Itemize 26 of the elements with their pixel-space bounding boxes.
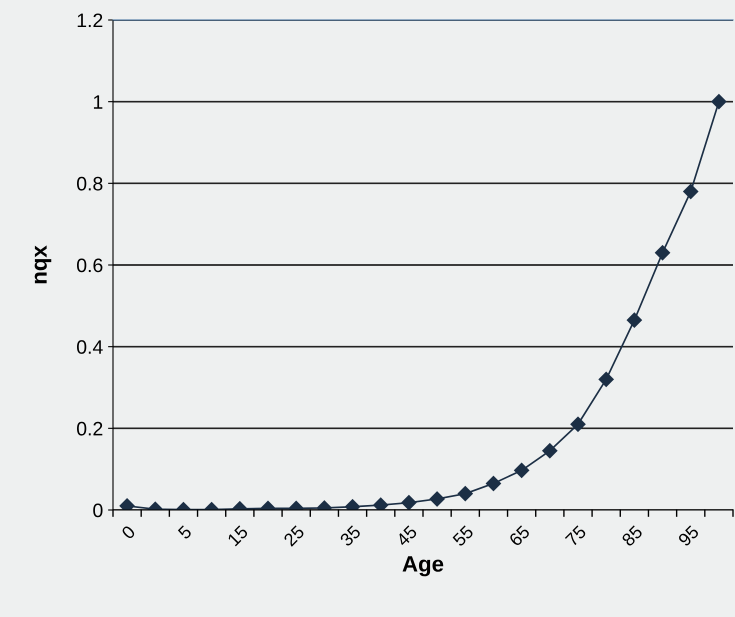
y-tick-label: 0.6 xyxy=(77,258,102,272)
x-tick-label: 5 xyxy=(177,524,192,540)
point xyxy=(711,94,726,110)
x-tick-label: 85 xyxy=(621,524,644,547)
y-tick-label: 0.4 xyxy=(77,340,103,354)
y-tick-label: 1 xyxy=(94,95,102,109)
y-tick-label: 0 xyxy=(93,503,103,518)
y-axis-title: nqx xyxy=(34,245,52,284)
x-tick-label: 65 xyxy=(508,524,530,547)
x-tick-label: 75 xyxy=(564,524,587,547)
point xyxy=(626,312,642,328)
x-tick-label: 25 xyxy=(282,524,306,547)
point xyxy=(654,245,670,260)
x-tick-label: 95 xyxy=(677,524,700,547)
y-tick-label: 0.8 xyxy=(77,176,102,191)
point xyxy=(598,372,614,387)
y-tick-label: 0.2 xyxy=(77,422,102,436)
x-tick-label: 35 xyxy=(339,524,362,547)
x-axis-title: Age xyxy=(402,556,444,576)
y-tick-label: 1.2 xyxy=(78,13,102,28)
point xyxy=(373,498,388,510)
x-tick-label: 45 xyxy=(395,524,418,548)
x-tick-label: 15 xyxy=(227,524,249,546)
x-tick-label: 0 xyxy=(120,524,136,540)
point xyxy=(683,184,698,200)
x-tick-label: 55 xyxy=(452,524,474,547)
